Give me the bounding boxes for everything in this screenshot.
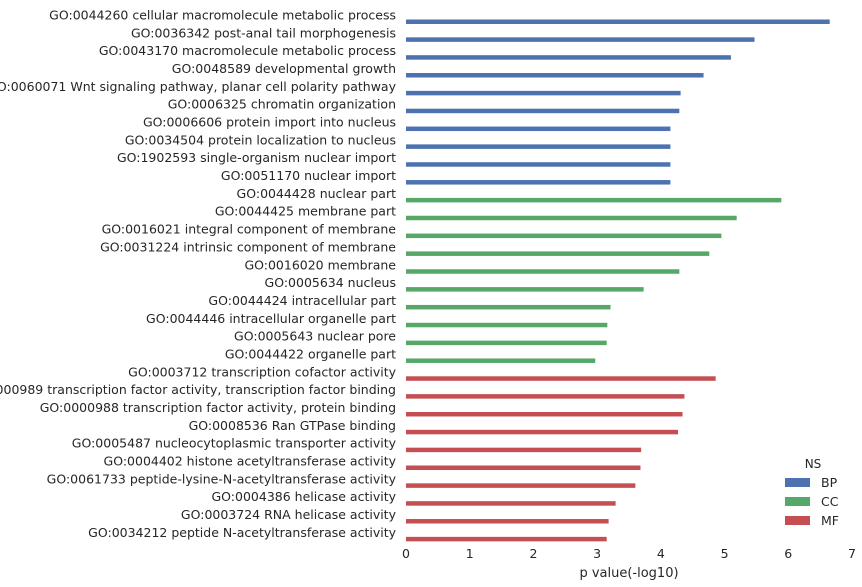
category-label: GO:0003712 transcription cofactor activi… bbox=[128, 364, 396, 379]
bar-mf bbox=[406, 376, 716, 381]
x-tick-label: 6 bbox=[784, 546, 792, 561]
bar-cc bbox=[406, 304, 611, 310]
bar-bp bbox=[406, 55, 731, 60]
category-label: GO:0060071 Wnt signaling pathway, planar… bbox=[0, 79, 397, 94]
x-tick-label: 0 bbox=[402, 546, 410, 561]
category-label: GO:0004386 helicase activity bbox=[211, 489, 396, 504]
bar-mf bbox=[406, 536, 607, 542]
category-label: GO:0005643 nuclear pore bbox=[234, 329, 396, 344]
bar-bp bbox=[406, 126, 671, 132]
legend-title: NS bbox=[805, 457, 822, 471]
bar-cc bbox=[406, 358, 596, 363]
category-label: GO:0044425 membrane part bbox=[215, 204, 396, 219]
bar-bp bbox=[406, 108, 680, 114]
category-label: GO:0005634 nucleus bbox=[265, 275, 396, 290]
bar-mf bbox=[406, 447, 642, 453]
category-label: GO:0031224 intrinsic component of membra… bbox=[100, 239, 396, 254]
category-label: GO:0044260 cellular macromolecule metabo… bbox=[49, 8, 396, 23]
category-label: GO:1902593 single-organism nuclear impor… bbox=[117, 150, 396, 165]
category-label: GO:0043170 macromolecule metabolic proce… bbox=[99, 43, 396, 58]
category-label: GO:0008536 Ran GTPase binding bbox=[189, 418, 396, 433]
bar-mf bbox=[406, 394, 685, 399]
category-label: GO:0004402 histone acetyltransferase act… bbox=[104, 454, 397, 469]
category-label: GO:0003724 RNA helicase activity bbox=[181, 507, 397, 522]
category-labels: GO:0044260 cellular macromolecule metabo… bbox=[0, 8, 397, 540]
category-label: GO:0044424 intracellular part bbox=[208, 293, 396, 308]
category-label: GO:0000988 transcription factor activity… bbox=[40, 400, 396, 415]
bar-mf bbox=[406, 429, 679, 435]
bar-bp bbox=[406, 73, 704, 78]
bar-cc bbox=[406, 215, 737, 221]
bars-layer bbox=[406, 19, 830, 542]
bar-cc bbox=[406, 340, 607, 346]
x-tick-label: 2 bbox=[529, 546, 537, 561]
bar-mf bbox=[406, 501, 616, 506]
bar-cc bbox=[406, 287, 644, 292]
legend-swatch-mf bbox=[785, 516, 810, 525]
x-axis-ticks: 0 1 2 3 4 5 6 7 bbox=[402, 546, 856, 561]
category-label: GO:0006325 chromatin organization bbox=[168, 97, 396, 112]
category-label: GO:0044422 organelle part bbox=[225, 346, 396, 361]
category-label: GO:0034212 peptide N-acetyltransferase a… bbox=[88, 525, 396, 540]
bar-bp bbox=[406, 144, 671, 149]
category-label: GO:0044428 nuclear part bbox=[237, 186, 397, 201]
bar-bp bbox=[406, 90, 681, 96]
x-tick-label: 1 bbox=[466, 546, 474, 561]
bar-mf bbox=[406, 465, 641, 470]
category-label: GO:0048589 developmental growth bbox=[172, 61, 396, 76]
x-tick-label: 4 bbox=[657, 546, 665, 561]
bar-mf bbox=[406, 411, 683, 417]
bar-cc bbox=[406, 233, 722, 239]
bar-bp bbox=[406, 37, 755, 42]
legend-label-mf: MF bbox=[821, 513, 839, 528]
legend-swatch-bp bbox=[785, 478, 810, 487]
category-label: GO:0016020 membrane bbox=[244, 257, 396, 272]
legend: NS BP CC MF bbox=[785, 457, 839, 528]
x-tick-label: 5 bbox=[721, 546, 729, 561]
category-label: GO:0044446 intracellular organelle part bbox=[146, 311, 396, 326]
category-label: GO:0006606 protein import into nucleus bbox=[143, 115, 396, 130]
category-label: GO:0016021 integral component of membran… bbox=[102, 222, 397, 237]
bar-cc bbox=[406, 269, 680, 274]
category-label: GO:0005487 nucleocytoplasmic transporter… bbox=[72, 436, 397, 451]
category-label: GO:0000989 transcription factor activity… bbox=[0, 382, 396, 397]
bar-cc bbox=[406, 251, 710, 256]
bar-bp bbox=[406, 162, 671, 167]
bar-cc bbox=[406, 197, 782, 203]
x-tick-label: 3 bbox=[593, 546, 601, 561]
category-label: GO:0036342 post-anal tail morphogenesis bbox=[131, 25, 396, 40]
category-label: GO:0051170 nuclear import bbox=[221, 168, 396, 183]
x-tick-label: 7 bbox=[848, 546, 856, 561]
x-axis-label: p value(-log10) bbox=[579, 566, 678, 581]
legend-label-cc: CC bbox=[821, 494, 839, 509]
category-label: GO:0034504 protein localization to nucle… bbox=[125, 132, 396, 147]
bar-bp bbox=[406, 19, 830, 24]
bar-cc bbox=[406, 322, 608, 328]
legend-label-bp: BP bbox=[821, 475, 838, 490]
bar-mf bbox=[406, 483, 636, 488]
bar-mf bbox=[406, 519, 609, 524]
bar-bp bbox=[406, 180, 671, 185]
category-label: GO:0061733 peptide-lysine-N-acetyltransf… bbox=[47, 471, 397, 486]
legend-swatch-cc bbox=[785, 497, 810, 506]
